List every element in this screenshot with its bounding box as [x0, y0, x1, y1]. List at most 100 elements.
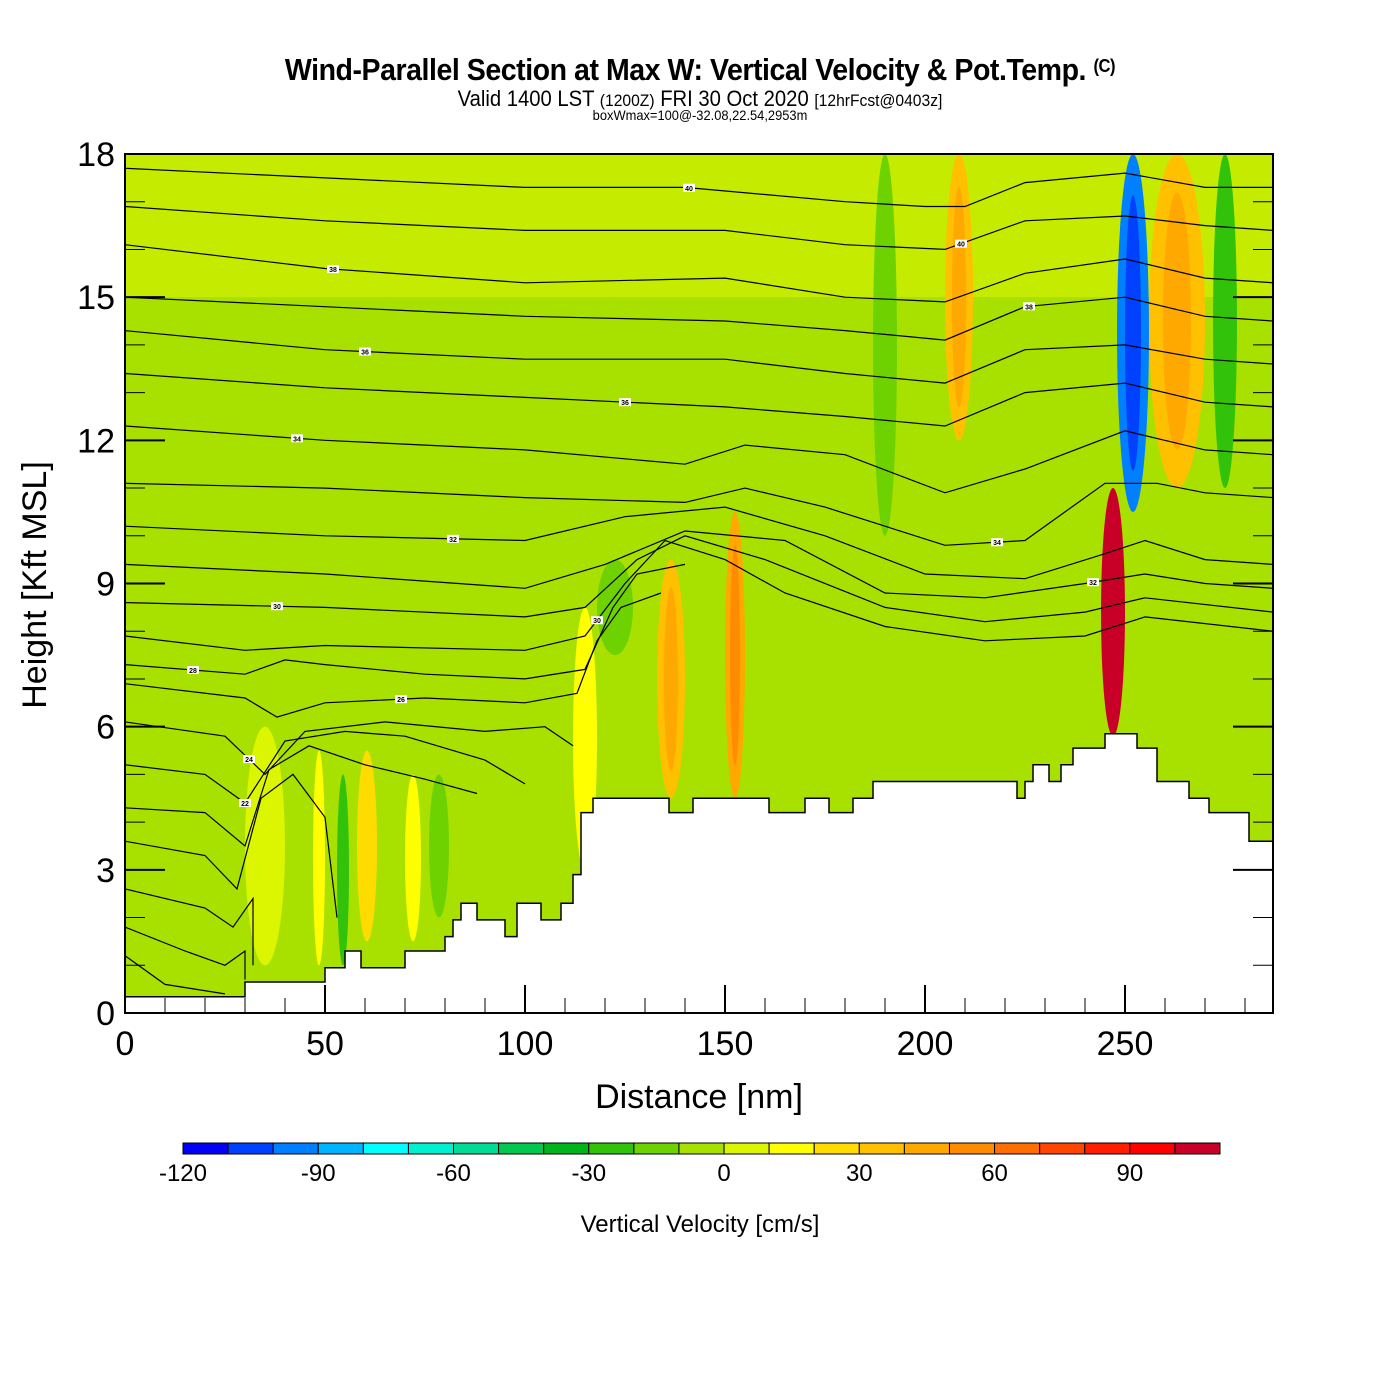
valid-date: FRI 30 Oct 2020 — [660, 86, 809, 111]
contour-label-bg — [239, 799, 251, 808]
colorbar-box — [768, 1142, 815, 1155]
colorbar-box — [1174, 1142, 1221, 1155]
colorbar-box — [858, 1142, 905, 1155]
velocity-band — [573, 607, 597, 870]
colorbar-tick-label: -120 — [159, 1160, 207, 1187]
valid-utc: (1200Z) — [599, 91, 655, 110]
velocity-band — [429, 774, 449, 918]
contour-label: 30 — [593, 618, 601, 625]
velocity-band — [337, 774, 349, 966]
x-tick-label: 150 — [697, 1025, 754, 1063]
chart-title: Wind-Parallel Section at Max W: Vertical… — [56, 52, 1344, 88]
contour-label: 34 — [293, 436, 301, 443]
y-axis-title: Height [Kft MSL] — [16, 461, 54, 709]
colorbar-box — [272, 1142, 319, 1155]
colorbar-tick-label: 60 — [981, 1160, 1008, 1187]
contour-label-bg — [683, 183, 695, 192]
contour-label: 40 — [957, 242, 965, 249]
velocity-band-core — [1125, 195, 1141, 471]
contour-label: 26 — [397, 697, 405, 704]
colorbar-box — [588, 1142, 635, 1155]
contour-label-bg — [395, 695, 407, 704]
box-info: boxWmax=100@-32.08,22.54,2953m — [592, 107, 808, 123]
colorbar-box — [948, 1142, 996, 1155]
theta-contour-line — [125, 539, 1273, 651]
theta-contour-line — [125, 926, 246, 980]
colorbar-box — [1129, 1142, 1176, 1155]
theta-contour-line — [125, 721, 574, 776]
x-tick-label: 100 — [497, 1025, 554, 1063]
theta-contour-line — [125, 372, 1273, 427]
y-tick-label: 3 — [96, 852, 115, 890]
velocity-band-core — [1163, 192, 1191, 450]
colorbar-box — [678, 1142, 725, 1155]
velocity-band-core — [1107, 516, 1119, 708]
theta-contour-line — [125, 745, 478, 848]
x-tick-label: 50 — [306, 1025, 344, 1063]
velocity-band-core — [730, 544, 740, 766]
theta-contour-line — [125, 244, 1273, 303]
colorbar-box — [1039, 1142, 1086, 1155]
y-tick-label: 15 — [77, 279, 115, 317]
contour-label: 22 — [241, 801, 249, 808]
colorbar-box — [498, 1142, 545, 1155]
colorbar-tick-label: 0 — [717, 1160, 730, 1187]
contour-label-bg — [359, 347, 371, 356]
contour-label: 36 — [621, 400, 629, 407]
title-text: Wind-Parallel Section at Max W: Vertical… — [284, 52, 1087, 87]
y-tick-label: 18 — [77, 136, 115, 174]
theta-contour-line — [125, 773, 338, 918]
contour-label-bg — [955, 239, 967, 248]
contour-label-bg — [1023, 302, 1035, 311]
velocity-band — [245, 726, 285, 966]
contour-label: 28 — [189, 668, 197, 675]
contour-label: 34 — [993, 540, 1001, 547]
velocity-band-core — [664, 587, 678, 771]
copyright-mark: (C) — [1093, 56, 1116, 76]
velocity-band — [405, 774, 421, 942]
velocity-band — [357, 750, 377, 942]
colorbar-box — [362, 1142, 409, 1155]
colorbar-box — [633, 1142, 680, 1155]
contour-labels: 40 40 38 38 36 36 34 34 32 32 30 30 28 26 24 22 — [187, 183, 1099, 808]
colorbar-box — [1084, 1142, 1131, 1155]
colorbar-tick-label: -60 — [436, 1160, 471, 1187]
colorbar-title: Vertical Velocity [cm/s] — [581, 1211, 820, 1238]
theta-contour-line — [125, 167, 1273, 208]
theta-contour-line — [125, 296, 1273, 341]
velocity-field — [125, 154, 1273, 999]
velocity-band — [873, 154, 897, 536]
contour-label: 38 — [1025, 304, 1033, 311]
theta-contour-line — [125, 730, 526, 804]
y-tick-label: 9 — [96, 566, 115, 604]
colorbar-box — [182, 1142, 229, 1155]
x-axis: 0 50 100 150 200 250 — [116, 985, 1246, 1063]
chart-subtitle: Valid 1400 LST (1200Z) FRI 30 Oct 2020 [… — [56, 86, 1344, 112]
colorbar-box — [227, 1142, 274, 1155]
contour-label-bg — [619, 398, 631, 407]
theta-contour-line — [125, 530, 1273, 599]
contour-label: 32 — [1089, 580, 1097, 587]
x-tick-label: 0 — [116, 1025, 135, 1063]
contour-label-bg — [187, 666, 199, 675]
contour-label-bg — [271, 602, 283, 611]
theta-contour-line — [125, 888, 254, 966]
theta-contour-line — [125, 592, 662, 718]
y-tick-label: 6 — [96, 709, 115, 747]
contour-label-bg — [447, 534, 459, 543]
y-tick-label: 0 — [96, 995, 115, 1033]
theta-contour-line — [125, 506, 1273, 580]
terrain-mask — [125, 733, 1273, 1013]
colorbar-box — [543, 1142, 590, 1155]
velocity-band — [597, 559, 633, 656]
colorbar-box — [723, 1142, 770, 1155]
colorbar-tick-label: -30 — [571, 1160, 606, 1187]
valid-time: Valid 1400 LST — [457, 86, 595, 111]
colorbar: -120 -90 -60 -30 0 30 60 90 — [159, 1142, 1221, 1187]
velocity-band — [1213, 154, 1237, 489]
contour-label-bg — [991, 538, 1003, 547]
colorbar-box — [994, 1142, 1041, 1155]
forecast-info: [12hrFcst@0403z] — [814, 91, 943, 110]
colorbar-box — [903, 1142, 950, 1155]
